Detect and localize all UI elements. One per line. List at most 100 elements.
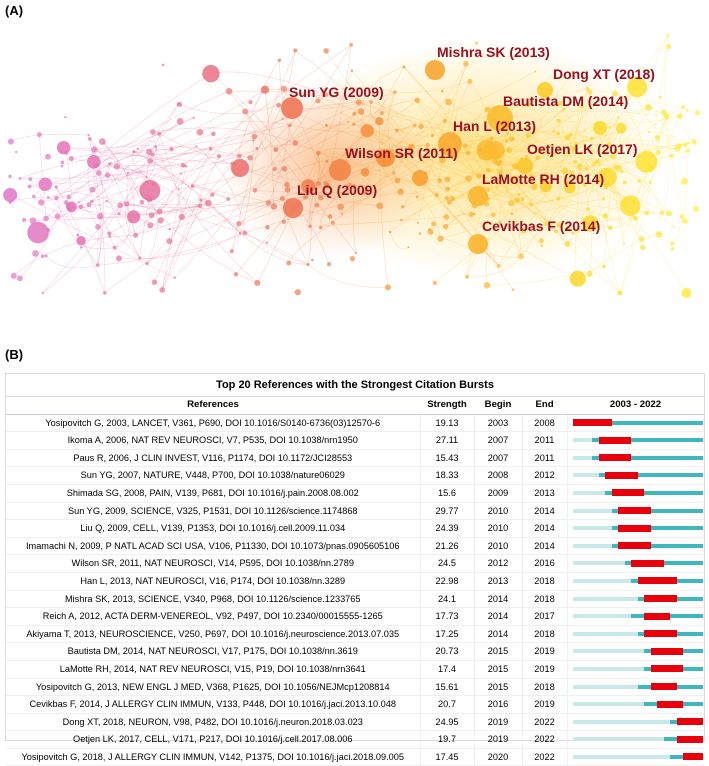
- table-row: Imamachi N, 2009, P NATL ACAD SCI USA, V…: [6, 537, 704, 555]
- reference-cell: Mishra SK, 2013, SCIENCE, V340, P968, DO…: [6, 590, 420, 608]
- network-node: [276, 103, 281, 108]
- network-node: [463, 61, 469, 67]
- network-node: [431, 221, 436, 226]
- network-node: [237, 154, 242, 159]
- node-label-wilson: Wilson SR (2011): [345, 145, 458, 161]
- network-edge: [672, 221, 689, 244]
- network-hub-node: [283, 198, 303, 218]
- end-cell: 2019: [522, 643, 567, 661]
- begin-cell: 2007: [474, 449, 522, 467]
- network-node: [375, 117, 383, 125]
- network-node: [467, 79, 472, 84]
- network-node: [61, 161, 65, 165]
- table-body: Yosipovitch G, 2003, LANCET, V361, P690,…: [6, 414, 704, 766]
- begin-cell: 2015: [474, 643, 522, 661]
- network-node: [573, 160, 577, 164]
- network-node: [350, 256, 355, 261]
- begin-cell: 2019: [474, 731, 522, 749]
- network-node: [178, 188, 180, 190]
- network-node: [108, 235, 111, 238]
- table-row: Sun YG, 2009, SCIENCE, V325, P1531, DOI …: [6, 502, 704, 520]
- network-node: [55, 213, 61, 219]
- network-node: [463, 143, 468, 148]
- network-node: [586, 207, 590, 211]
- network-hub-node: [425, 60, 445, 80]
- network-node: [497, 264, 501, 268]
- network-node: [494, 152, 501, 159]
- network-node: [199, 198, 202, 201]
- network-node: [645, 104, 652, 111]
- network-node: [88, 134, 90, 136]
- network-node: [473, 212, 476, 215]
- network-node: [632, 199, 636, 203]
- network-node: [236, 221, 241, 226]
- network-node: [87, 155, 101, 169]
- burst-timeline: [567, 520, 704, 538]
- network-node: [556, 119, 560, 123]
- network-node: [210, 193, 214, 197]
- network-node: [284, 182, 290, 188]
- network-node: [617, 291, 621, 295]
- network-node: [64, 116, 66, 118]
- network-node: [280, 196, 285, 201]
- network-node: [193, 116, 195, 118]
- network-node: [508, 136, 514, 142]
- network-node: [395, 129, 399, 133]
- network-node: [316, 151, 321, 156]
- network-node: [150, 129, 156, 135]
- network-node: [508, 200, 514, 206]
- network-node: [669, 153, 673, 157]
- network-node: [247, 155, 252, 160]
- network-node: [647, 165, 654, 172]
- network-node: [177, 102, 182, 107]
- network-node: [41, 292, 44, 295]
- network-node: [185, 165, 188, 168]
- network-node: [108, 162, 112, 166]
- network-node: [505, 139, 509, 143]
- network-node: [677, 113, 683, 119]
- strength-cell: 17.73: [420, 608, 474, 626]
- network-node: [637, 179, 641, 183]
- network-node: [293, 48, 297, 52]
- reference-cell: Cevikbas F, 2014, J ALLERGY CLIN IMMUN, …: [6, 696, 420, 714]
- network-node: [417, 222, 419, 224]
- network-node: [621, 170, 624, 173]
- network-node: [154, 146, 157, 149]
- end-cell: 2011: [522, 449, 567, 467]
- network-node: [19, 177, 22, 180]
- network-node: [80, 246, 82, 248]
- table-row: Sun YG, 2007, NATURE, V448, P700, DOI 10…: [6, 467, 704, 485]
- network-node: [465, 175, 472, 182]
- network-node: [252, 134, 258, 140]
- network-node: [76, 236, 85, 245]
- network-node: [397, 189, 403, 195]
- table-row: Yosipovitch G, 2018, J ALLERGY CLIN IMMU…: [6, 748, 704, 766]
- network-node: [147, 222, 153, 228]
- network-node: [514, 197, 520, 203]
- burst-table: Top 20 References with the Strongest Cit…: [6, 374, 704, 766]
- burst-timeline: [567, 502, 704, 520]
- burst-timeline: [567, 696, 704, 714]
- reference-cell: Sun YG, 2009, SCIENCE, V325, P1531, DOI …: [6, 502, 420, 520]
- node-label-sun: Sun YG (2009): [289, 84, 384, 100]
- network-node: [266, 200, 271, 205]
- network-node: [252, 139, 254, 141]
- network-node: [655, 135, 660, 140]
- network-node: [407, 246, 409, 248]
- network-node: [90, 187, 96, 193]
- network-node: [529, 202, 533, 206]
- begin-cell: 2010: [474, 520, 522, 538]
- reference-cell: LaMotte RH, 2014, NAT REV NEUROSCI, V15,…: [6, 660, 420, 678]
- network-node: [288, 123, 292, 127]
- burst-timeline: [567, 625, 704, 643]
- network-node: [639, 236, 645, 242]
- network-hub-node: [329, 159, 351, 181]
- burst-period-bar: [638, 577, 677, 584]
- network-node: [180, 173, 182, 175]
- strength-cell: 15.6: [420, 484, 474, 502]
- network-node: [196, 129, 203, 136]
- network-node: [565, 241, 571, 247]
- node-label-cevikbas: Cevikbas F (2014): [482, 218, 600, 234]
- network-node: [107, 231, 111, 235]
- panel-a-label: (A): [5, 3, 23, 18]
